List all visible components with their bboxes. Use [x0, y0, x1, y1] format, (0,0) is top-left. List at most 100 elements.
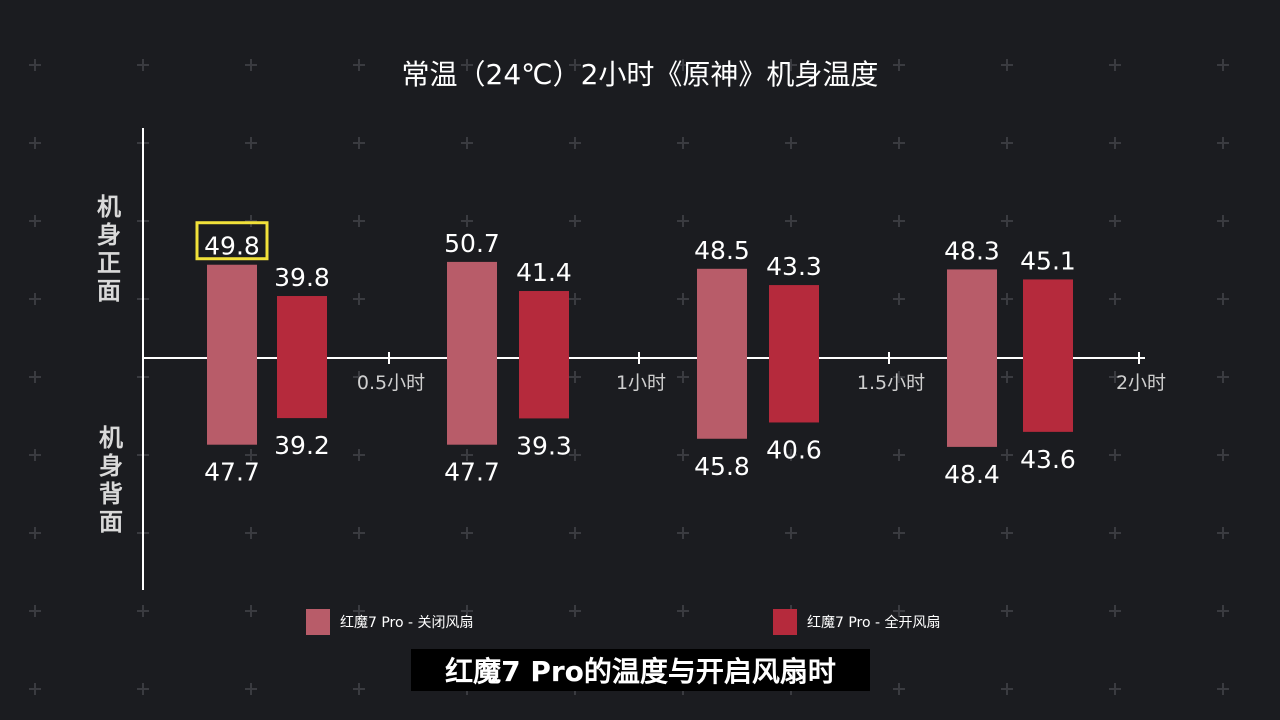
plus-decor-icon — [1001, 371, 1013, 383]
x-tick-label: 0.5小时 — [357, 372, 425, 394]
legend: 红魔7 Pro - 关闭风扇 红魔7 Pro - 全开风扇 — [306, 609, 941, 635]
plus-decor-icon — [1001, 59, 1013, 71]
plus-decor-icon — [1001, 683, 1013, 695]
bar-series-2 — [1023, 279, 1073, 432]
plus-decor-icon — [353, 293, 365, 305]
back-value-label: 43.6 — [1020, 445, 1076, 474]
front-value-label: 49.8 — [204, 232, 260, 261]
bar-group — [207, 261, 1073, 447]
plus-decor-icon — [353, 59, 365, 71]
plus-decor-icon — [677, 449, 689, 461]
plus-decor-icon — [1217, 605, 1229, 617]
plus-decor-icon — [29, 137, 41, 149]
back-value-label: 47.7 — [444, 458, 500, 487]
plus-decor-icon — [569, 293, 581, 305]
plus-decor-icon — [245, 215, 257, 227]
plus-decor-icon — [1109, 527, 1121, 539]
plus-decor-icon — [461, 605, 473, 617]
plus-decor-icon — [461, 449, 473, 461]
x-axis-ticks: 0.5小时 1小时 1.5小时 2小时 — [357, 352, 1166, 394]
upper-label-char: 面 — [97, 277, 121, 305]
plus-decor-icon — [569, 605, 581, 617]
x-tick-label: 2小时 — [1116, 372, 1166, 394]
plus-decor-icon — [1217, 683, 1229, 695]
plus-decor-icon — [1001, 137, 1013, 149]
plus-decor-icon — [353, 527, 365, 539]
plus-decor-icon — [29, 371, 41, 383]
plus-decor-icon — [569, 215, 581, 227]
value-labels: 49.8 47.7 50.7 47.7 48.5 45.8 48.3 48.4 39.8 39.2… — [195, 221, 1076, 489]
caption-text: 红魔7 Pro的温度与开启风扇时 — [445, 655, 836, 688]
plus-decor-icon — [353, 371, 365, 383]
back-value-label: 39.3 — [516, 431, 572, 460]
plus-decor-icon — [461, 527, 473, 539]
lower-label-char: 面 — [99, 508, 123, 536]
plus-decor-icon — [245, 683, 257, 695]
subtitle-caption: 红魔7 Pro的温度与开启风扇时 — [411, 649, 870, 691]
plus-decor-icon — [245, 527, 257, 539]
front-value-label: 48.3 — [944, 236, 1000, 265]
bar-series-1 — [207, 264, 257, 445]
plus-decor-icon — [29, 449, 41, 461]
plus-decor-icon — [1109, 449, 1121, 461]
plus-decor-icon — [893, 59, 905, 71]
plus-decor-icon — [1109, 59, 1121, 71]
back-value-label: 40.6 — [766, 435, 822, 464]
plus-decor-icon — [1109, 683, 1121, 695]
bar-series-2 — [277, 296, 327, 419]
plus-decor-icon — [353, 215, 365, 227]
plus-decor-icon — [569, 137, 581, 149]
upper-label-char: 正 — [97, 249, 121, 277]
plus-decor-icon — [677, 371, 689, 383]
lower-label-char: 背 — [99, 480, 123, 508]
plus-decor-icon — [1001, 449, 1013, 461]
plus-decor-icon — [677, 293, 689, 305]
plus-decor-icon — [1109, 293, 1121, 305]
plus-decor-icon — [677, 59, 689, 71]
plus-decor-icon — [1109, 605, 1121, 617]
plus-decor-icon — [785, 59, 797, 71]
plus-decor-icon — [569, 527, 581, 539]
plus-decor-icon — [137, 683, 149, 695]
plus-decor-icon — [1217, 527, 1229, 539]
plus-decor-icon — [893, 449, 905, 461]
plus-decor-icon — [245, 449, 257, 461]
plus-decor-icon — [893, 683, 905, 695]
plus-decor-icon — [1001, 527, 1013, 539]
bar-series-2 — [519, 291, 569, 419]
lower-label-char: 身 — [99, 452, 123, 480]
plus-decor-icon — [893, 293, 905, 305]
plus-decor-icon — [1217, 137, 1229, 149]
plus-decor-icon — [461, 137, 473, 149]
plus-decor-icon — [569, 371, 581, 383]
upper-label-char: 机 — [97, 193, 121, 221]
plus-decor-icon — [29, 215, 41, 227]
legend-swatch — [773, 609, 797, 635]
back-value-label: 39.2 — [274, 431, 330, 460]
bar-series-1 — [947, 269, 997, 447]
plus-decor-icon — [1001, 605, 1013, 617]
upper-label-char: 身 — [97, 221, 121, 249]
bar-series-1 — [697, 268, 747, 439]
highlight-box — [195, 221, 269, 261]
plus-decor-icon — [29, 59, 41, 71]
front-value-label: 39.8 — [274, 263, 330, 292]
plus-decor-icon — [1217, 293, 1229, 305]
plus-decor-icon — [785, 449, 797, 461]
plus-decor-icon — [893, 137, 905, 149]
legend-swatch — [306, 609, 330, 635]
plus-decor-icon — [1109, 371, 1121, 383]
plus-decor-icon — [677, 527, 689, 539]
plus-decor-icon — [29, 527, 41, 539]
plus-decor-icon — [29, 605, 41, 617]
plus-decor-icon — [29, 293, 41, 305]
plus-decor-icon — [785, 137, 797, 149]
plus-decor-icon — [1217, 59, 1229, 71]
plus-decor-icon — [245, 59, 257, 71]
plus-decor-icon — [893, 527, 905, 539]
plus-decor-icon — [461, 215, 473, 227]
plus-decor-icon — [677, 137, 689, 149]
front-value-label: 45.1 — [1020, 246, 1076, 275]
